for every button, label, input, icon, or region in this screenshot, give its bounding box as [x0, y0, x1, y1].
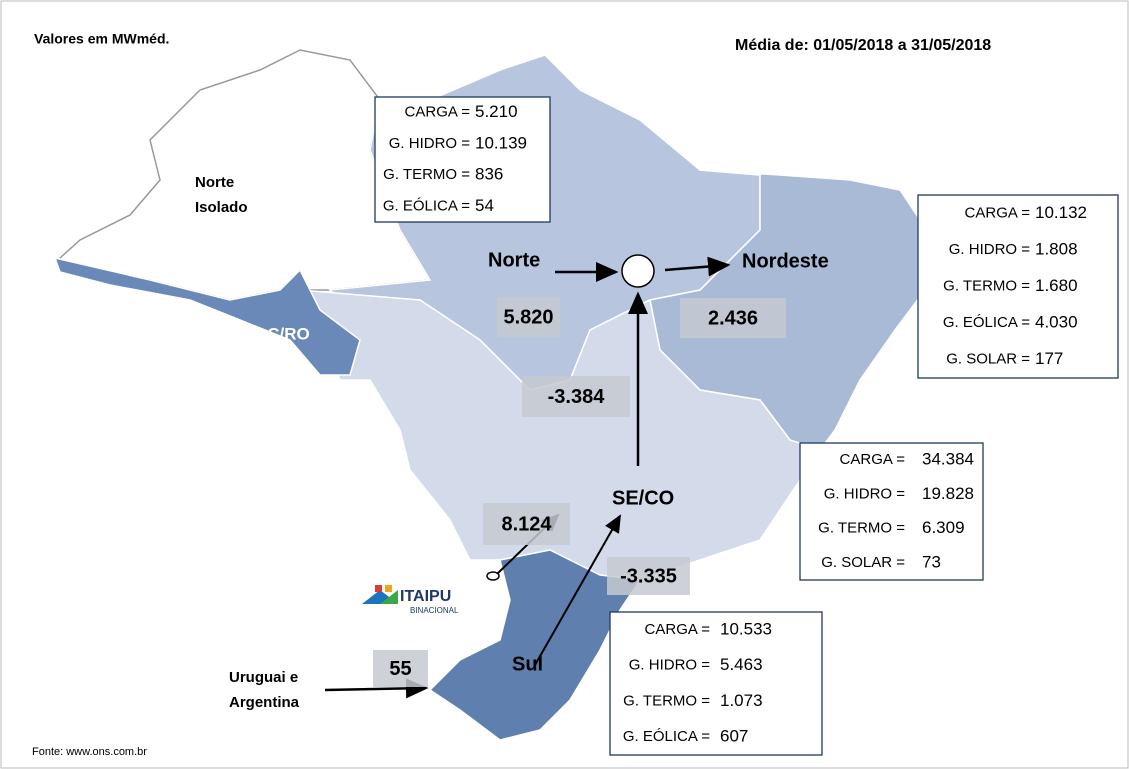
row-value: 1.680 — [1035, 276, 1078, 295]
flow-value: 2.436 — [708, 307, 758, 329]
regions — [53, 49, 926, 741]
region-label: Sul — [512, 653, 543, 675]
node — [486, 571, 500, 581]
row-value: 34.384 — [922, 450, 974, 469]
flow-value: 8.124 — [501, 513, 552, 535]
logo: ITAIPU BINACIONAL — [362, 585, 459, 615]
row-value: 607 — [720, 727, 748, 746]
info-box — [609, 611, 823, 756]
region-label: Norte — [488, 249, 540, 271]
row-label: G. TERMO = — [383, 166, 470, 183]
row-label: G. TERMO = — [818, 520, 905, 537]
flow-value: -3.335 — [620, 565, 677, 587]
info-box — [917, 194, 1119, 379]
unit-label: Valores em MWméd. — [34, 31, 169, 47]
row-value: 10.132 — [1035, 203, 1087, 222]
arrow — [324, 678, 429, 699]
region-label: SE/CO — [612, 487, 674, 509]
region-label: Argentina — [229, 694, 300, 711]
row-value: 1.808 — [1035, 239, 1078, 258]
row-value: 177 — [1035, 349, 1063, 368]
flow-bg — [607, 557, 690, 595]
row-label: G. EÓLICA = — [383, 197, 470, 214]
logo-name: ITAIPU — [400, 588, 451, 605]
acro-area — [53, 256, 361, 376]
info-box — [799, 442, 984, 581]
row-value: 4.030 — [1035, 313, 1078, 332]
row-label: G. HIDRO = — [824, 485, 906, 502]
row-label: G. EÓLICA = — [943, 314, 1030, 331]
region-label: Isolado — [195, 199, 248, 216]
flow-bg — [373, 650, 428, 687]
flow-bg — [680, 298, 786, 338]
row-label: CARGA = — [965, 204, 1031, 221]
row-label: G. HIDRO = — [629, 657, 711, 674]
region-label: AC/RO — [255, 324, 310, 343]
region-label: Norte — [195, 174, 234, 191]
region-label: Uruguai e — [229, 669, 298, 686]
flow-value: 5.820 — [503, 306, 553, 328]
flow-bg — [497, 297, 560, 337]
row-label: G. HIDRO = — [949, 241, 1031, 258]
row-value: 10.139 — [475, 133, 527, 152]
row-value: 1.073 — [720, 691, 763, 710]
arrow — [664, 256, 731, 277]
flows: 5.820 2.436 -3.384 8.124 -3.335 55 — [373, 297, 786, 687]
row-label: G. TERMO = — [623, 692, 710, 709]
flow-bg — [522, 376, 630, 417]
row-value: 5.463 — [720, 655, 763, 674]
row-label: G. SOLAR = — [821, 554, 905, 571]
logo-sub: BINACIONAL — [410, 606, 459, 615]
row-value: 54 — [475, 196, 494, 215]
row-label: G. SOLAR = — [946, 351, 1030, 368]
flow-bg — [483, 503, 570, 545]
row-label: CARGA = — [840, 451, 906, 468]
source: Fonte: www.ons.com.br — [32, 746, 147, 758]
row-label: G. TERMO = — [943, 277, 1030, 294]
row-label: G. HIDRO = — [389, 135, 471, 152]
row-value: 5.210 — [475, 102, 518, 121]
row-value: 6.309 — [922, 518, 965, 537]
row-label: CARGA = — [645, 621, 711, 638]
arrow — [534, 514, 621, 666]
flow-value: 55 — [389, 658, 411, 680]
flow-value: -3.384 — [548, 386, 606, 408]
info-box — [374, 96, 551, 223]
row-value: 73 — [922, 552, 941, 571]
region-label: Nordeste — [742, 250, 829, 272]
row-label: G. EÓLICA = — [623, 728, 710, 745]
node — [621, 254, 655, 288]
row-value: 19.828 — [922, 484, 974, 503]
row-label: CARGA = — [405, 104, 471, 121]
row-value: 836 — [475, 165, 503, 184]
seco-area — [298, 289, 822, 581]
period-label: Média de: 01/05/2018 a 31/05/2018 — [735, 37, 991, 54]
row-value: 10.533 — [720, 619, 772, 638]
